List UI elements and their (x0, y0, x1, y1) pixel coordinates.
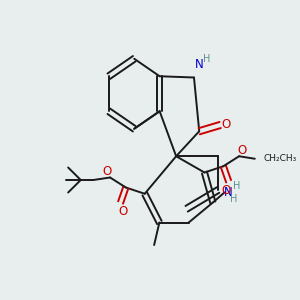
Text: O: O (222, 118, 231, 131)
Text: O: O (222, 184, 231, 196)
Text: O: O (102, 165, 112, 178)
Text: H: H (203, 54, 210, 64)
Text: H: H (233, 181, 241, 191)
Text: O: O (238, 143, 247, 157)
Text: CH₂CH₃: CH₂CH₃ (263, 154, 296, 163)
Text: O: O (118, 205, 127, 218)
Text: H: H (230, 194, 238, 204)
Text: N: N (195, 58, 204, 71)
Text: N: N (224, 186, 233, 199)
